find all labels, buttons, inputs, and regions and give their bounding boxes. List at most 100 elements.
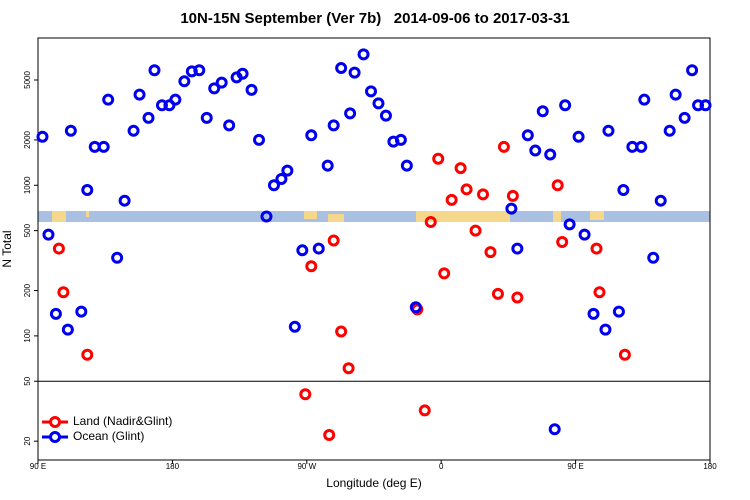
point (635, 140, 648, 153)
point (506, 189, 519, 202)
point (323, 428, 336, 441)
point (587, 307, 600, 320)
point (548, 423, 561, 436)
point (559, 99, 572, 112)
point (296, 244, 309, 257)
legend-marker (49, 416, 61, 428)
point (305, 260, 318, 273)
point (111, 251, 124, 264)
chart-title: 10N-15N September (Ver 7b) 2014-09-06 to… (180, 10, 569, 27)
x-tick-label: 180 (166, 462, 180, 471)
point (692, 99, 705, 112)
y-tick-label: 1000 (23, 176, 32, 194)
point (521, 129, 534, 142)
point (365, 85, 378, 98)
point (617, 184, 630, 197)
x-tick-label: 180 (703, 462, 717, 471)
point (484, 246, 497, 259)
point (133, 88, 146, 101)
point (327, 234, 340, 247)
point (669, 88, 682, 101)
point (75, 305, 88, 318)
y-tick-label: 50 (23, 376, 32, 385)
point (379, 109, 392, 122)
point (193, 64, 206, 77)
point (460, 183, 473, 196)
y-tick-label: 5000 (23, 71, 32, 89)
point (491, 287, 504, 300)
point (599, 323, 612, 336)
point (267, 179, 280, 192)
point (305, 129, 318, 142)
point (260, 210, 273, 223)
point (281, 164, 294, 177)
plot-frame (37, 37, 711, 461)
point (288, 320, 301, 333)
point (57, 286, 70, 299)
point (469, 224, 482, 237)
point (223, 119, 236, 132)
point (127, 124, 140, 137)
point (64, 124, 77, 137)
point (178, 75, 191, 88)
point (647, 251, 660, 264)
point (148, 64, 161, 77)
point (438, 267, 451, 280)
point (169, 93, 182, 106)
point (312, 242, 325, 255)
point (556, 236, 569, 249)
point (327, 119, 340, 132)
point (344, 107, 357, 120)
point (394, 133, 407, 146)
point (432, 152, 445, 165)
point (245, 83, 258, 96)
point (215, 76, 228, 89)
point (563, 218, 576, 231)
point (497, 140, 510, 153)
point (454, 162, 467, 175)
point (590, 242, 603, 255)
point (335, 62, 348, 75)
y-axis-title: N Total (0, 230, 14, 267)
point (678, 111, 691, 124)
point (342, 362, 355, 375)
legend-marker (49, 431, 61, 443)
point (445, 193, 458, 206)
point (372, 97, 385, 110)
legend-item: Ocean (Glint) (42, 429, 144, 443)
legend-label: Land (Nadir&Glint) (73, 414, 172, 428)
point (477, 188, 490, 201)
y-tick-label: 20 (23, 436, 32, 445)
x-tick-label: 0 (439, 462, 444, 471)
point (155, 99, 168, 112)
point (142, 111, 155, 124)
point (81, 348, 94, 361)
point (551, 179, 564, 192)
point (42, 228, 55, 241)
point (236, 67, 249, 80)
point (275, 173, 288, 186)
point (118, 194, 131, 207)
point (102, 93, 115, 106)
y-tick-label: 2000 (23, 130, 32, 148)
point (602, 124, 615, 137)
x-axis-title: Longitude (deg E) (326, 476, 421, 490)
legend-label: Ocean (Glint) (73, 429, 144, 443)
point (572, 130, 585, 143)
point (424, 216, 437, 229)
point (348, 66, 361, 79)
point (618, 348, 631, 361)
point (208, 82, 221, 95)
legend-item: Land (Nadir&Glint) (42, 414, 172, 428)
point (511, 242, 524, 255)
point (663, 124, 676, 137)
point (400, 159, 413, 172)
point (335, 325, 348, 338)
x-tick-label: 90 W (297, 462, 316, 471)
point (593, 286, 606, 299)
point (511, 291, 524, 304)
x-tick-label: 90 E (567, 462, 583, 471)
point (357, 48, 370, 61)
